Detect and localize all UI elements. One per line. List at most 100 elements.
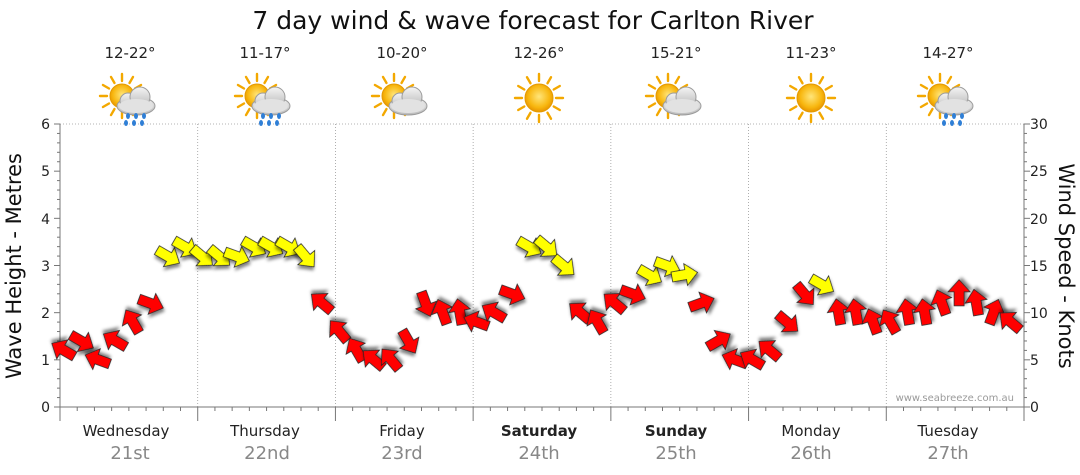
- sun-ray: [818, 111, 825, 120]
- rain-drop: [269, 113, 273, 119]
- right-axis-ticks: 0 5 10 15 20 25 30: [1030, 117, 1048, 416]
- wind-arrow: [687, 291, 715, 314]
- wind-arrow: [481, 301, 508, 324]
- sun-ray: [647, 102, 657, 109]
- temp-label-4: 15-21°: [650, 44, 701, 62]
- wind-arrows: [51, 234, 1024, 373]
- cloud-shape: [662, 86, 702, 116]
- partly-cloudy-icon: [370, 72, 428, 120]
- wind-arrow: [930, 289, 953, 317]
- date-label-6: 27th: [927, 443, 968, 464]
- left-tick-1: 1: [41, 353, 50, 369]
- right-tick-10: 10: [1030, 306, 1048, 322]
- sun-ray: [525, 76, 532, 85]
- date-label-0: 21st: [110, 443, 149, 464]
- wind-arrow: [222, 245, 250, 268]
- partly-cloudy-rain-icon: [98, 72, 156, 126]
- chart-title: 7 day wind & wave forecast for Carlton R…: [252, 6, 814, 35]
- wind-arrow: [879, 309, 902, 336]
- sun-ray: [109, 75, 116, 85]
- wind-arrow: [430, 298, 454, 327]
- wind-arrow: [843, 298, 868, 326]
- sun-ray: [655, 75, 662, 85]
- sun-ray: [381, 107, 388, 117]
- sun-ray: [546, 111, 553, 120]
- date-label-2: 23rd: [381, 443, 422, 464]
- sun-ray: [263, 75, 270, 85]
- wind-arrow: [964, 288, 988, 317]
- partly-cloudy-rain-icon: [233, 72, 291, 126]
- partly-cloudy-icon: [644, 72, 702, 120]
- right-tick-15: 15: [1030, 259, 1048, 275]
- day-labels: Wednesday 21st Thursday 22nd Friday 23rd…: [83, 422, 979, 464]
- cloud-fill: [254, 99, 288, 113]
- rain-drop: [950, 120, 954, 126]
- rain-drop: [277, 113, 281, 119]
- wind-arrow: [758, 340, 783, 363]
- wind-arrow: [739, 348, 767, 371]
- rain-drop: [261, 113, 265, 119]
- rain-drop: [142, 113, 146, 119]
- rain-drop: [259, 120, 263, 126]
- sun-ray: [373, 83, 383, 90]
- wind-arrow: [912, 298, 937, 326]
- cloud-shape: [116, 86, 156, 116]
- cloud-fill: [937, 99, 971, 113]
- plot-frame: [54, 123, 1030, 421]
- sun-ray: [552, 84, 561, 91]
- wind-arrow: [670, 262, 699, 287]
- sun-ray: [236, 102, 246, 109]
- day-label-5: Monday: [781, 422, 840, 440]
- rain-drop: [960, 113, 964, 119]
- rain-drop: [126, 113, 130, 119]
- wind-arrow: [397, 327, 420, 354]
- day-label-4: Sunday: [645, 422, 708, 440]
- sun-ray: [373, 102, 383, 109]
- sun-disc: [524, 83, 554, 113]
- left-tick-3: 3: [41, 259, 50, 275]
- sun-ray: [674, 75, 681, 85]
- sun-ray: [109, 107, 116, 117]
- rain-drop: [267, 120, 271, 126]
- rain-drop: [275, 120, 279, 126]
- rain-drop: [140, 120, 144, 126]
- sun-ray: [797, 111, 804, 120]
- credit-text: www.seabreeze.com.au: [896, 393, 1014, 404]
- left-tick-0: 0: [41, 400, 50, 416]
- sun-ray: [244, 107, 251, 117]
- sun-ray: [381, 75, 388, 85]
- wind-arrow: [586, 309, 609, 336]
- sun-ray: [797, 76, 804, 85]
- wind-arrow: [136, 292, 164, 315]
- wind-arrow: [380, 348, 404, 373]
- sun-ray: [546, 76, 553, 85]
- wind-arrow: [807, 273, 835, 296]
- right-tick-20: 20: [1030, 212, 1048, 228]
- rain-drop: [132, 120, 136, 126]
- left-axis-title: Wave Height - Metres: [2, 153, 26, 379]
- wind-arrow: [414, 289, 438, 317]
- sunny-icon: [785, 72, 837, 124]
- wind-arrow: [947, 279, 972, 307]
- wind-arrow: [895, 298, 919, 326]
- sun-ray: [244, 75, 251, 85]
- temp-label-1: 11-17°: [239, 44, 290, 62]
- cloud-shape: [934, 86, 974, 116]
- wind-arrow: [603, 293, 628, 316]
- rain-drop: [134, 113, 138, 119]
- day-label-3: Saturday: [501, 422, 578, 440]
- sunny-icon: [513, 72, 565, 124]
- sun-ray: [647, 83, 657, 90]
- left-tick-5: 5: [41, 164, 50, 180]
- sun-ray: [400, 75, 407, 85]
- cloud-fill: [665, 99, 699, 113]
- wind-arrow: [550, 253, 575, 276]
- day-label-2: Friday: [379, 422, 425, 440]
- sun-ray: [517, 84, 526, 91]
- partly-cloudy-rain-icon: [916, 72, 974, 126]
- right-tick-0: 0: [1030, 400, 1039, 416]
- date-label-4: 25th: [655, 443, 696, 464]
- wind-arrow: [861, 308, 884, 336]
- wind-arrow: [274, 235, 301, 258]
